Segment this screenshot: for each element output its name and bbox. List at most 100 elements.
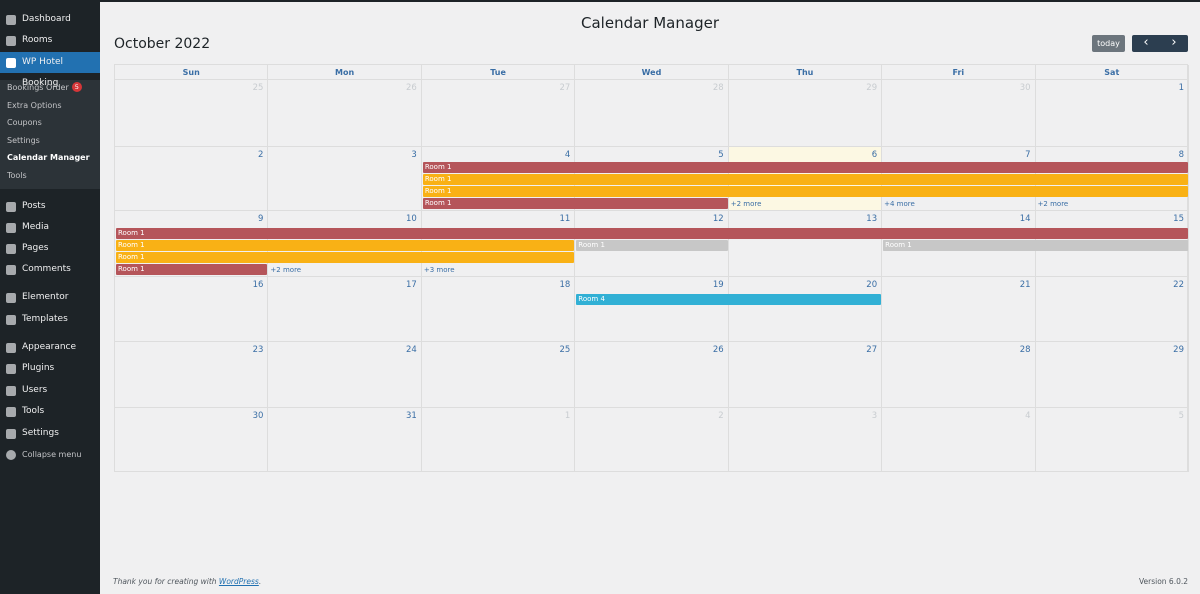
day-cell[interactable]: 3 (728, 408, 883, 472)
day-cell[interactable]: 20 (728, 277, 883, 342)
menu-item[interactable]: Templates (0, 309, 100, 330)
event[interactable]: Room 1 (422, 186, 1188, 197)
menu-icon (6, 386, 16, 396)
day-cell[interactable]: 21 (882, 277, 1036, 342)
day-cell[interactable]: 5 (1035, 408, 1189, 472)
event[interactable]: Room 1 (116, 228, 1188, 239)
menu-item[interactable]: Plugins (0, 358, 100, 379)
more-link[interactable]: +3 more (423, 266, 455, 274)
day-cell[interactable]: 1 (421, 408, 576, 472)
menu-item[interactable]: Elementor (0, 287, 100, 308)
day-cell[interactable]: 30 (882, 80, 1036, 147)
day-cell[interactable]: 26 (268, 80, 422, 147)
day-cell[interactable]: 3 (268, 147, 422, 211)
menu-item[interactable]: Comments (0, 259, 100, 280)
day-number: 7 (1025, 150, 1031, 160)
day-number: 31 (406, 411, 417, 421)
event[interactable]: Room 1 (422, 174, 1188, 185)
event[interactable]: Room 1 (116, 252, 575, 263)
next-button[interactable]: › (1160, 35, 1188, 52)
weekday-header: Fri (882, 65, 1036, 80)
day-cell[interactable]: 26 (575, 342, 729, 408)
day-number: 24 (406, 345, 417, 355)
day-cell[interactable]: 17 (268, 277, 422, 342)
more-link[interactable]: +2 more (730, 200, 762, 208)
submenu-item[interactable]: Tools (7, 167, 27, 184)
day-cell[interactable]: 18 (421, 277, 576, 342)
submenu-item[interactable]: Bookings Order 5 (7, 79, 82, 96)
menu-item[interactable]: Settings (0, 423, 100, 444)
day-cell[interactable]: 28 (575, 80, 729, 147)
submenu-label: Calendar Manager (7, 153, 90, 163)
day-cell[interactable]: 15 (1035, 211, 1189, 277)
day-number: 2 (258, 150, 264, 160)
day-cell[interactable]: 13 (728, 211, 883, 277)
event[interactable]: Room 4 (576, 294, 882, 305)
wordpress-link[interactable]: WordPress (218, 577, 259, 586)
day-cell[interactable]: 27 (728, 342, 883, 408)
day-cell[interactable]: 29 (1035, 342, 1189, 408)
day-cell[interactable]: 22 (1035, 277, 1189, 342)
day-number: 17 (406, 280, 417, 290)
event[interactable]: Room 1 (883, 240, 1188, 251)
day-cell[interactable]: 31 (268, 408, 422, 472)
more-link[interactable]: +2 more (270, 266, 302, 274)
submenu-item[interactable]: Calendar Manager (7, 149, 90, 166)
event[interactable]: Room 1 (576, 240, 728, 251)
day-number: 23 (252, 345, 264, 355)
more-link[interactable]: +2 more (1037, 200, 1069, 208)
day-number: 4 (1025, 411, 1031, 421)
collapse-menu[interactable]: Collapse menu (0, 444, 100, 465)
day-cell[interactable]: 30 (115, 408, 269, 472)
menu-item[interactable]: WP Hotel Booking (0, 52, 100, 88)
day-cell[interactable]: 25 (421, 342, 576, 408)
menu-item[interactable]: Appearance (0, 337, 100, 358)
menu-label: Pages (22, 243, 49, 253)
day-number: 14 (1019, 214, 1031, 224)
day-cell[interactable]: 24 (268, 342, 422, 408)
submenu-item[interactable]: Settings (7, 132, 40, 149)
submenu-item[interactable]: Extra Options (7, 97, 62, 114)
weekday-header: Thu (728, 65, 883, 80)
menu-item[interactable]: Tools (0, 401, 100, 422)
day-cell[interactable]: 16 (115, 277, 269, 342)
menu-item[interactable]: Rooms (0, 30, 100, 51)
day-number: 27 (559, 83, 571, 93)
event[interactable]: Room 1 (422, 162, 1188, 173)
day-number: 30 (1019, 83, 1031, 93)
event[interactable]: Room 1 (422, 198, 728, 209)
menu-icon (6, 58, 16, 68)
menu-item[interactable]: Media (0, 217, 100, 238)
submenu-item[interactable]: Coupons (7, 114, 42, 131)
submenu-label: Coupons (7, 118, 42, 128)
menu-label: Plugins (22, 363, 55, 373)
day-cell[interactable]: 19 (575, 277, 729, 342)
menu-item[interactable]: Posts (0, 196, 100, 217)
footer-version: Version 6.0.2 (1138, 577, 1188, 586)
day-cell[interactable]: 25 (115, 80, 269, 147)
day-cell[interactable]: 4 (882, 408, 1036, 472)
event[interactable]: Room 1 (116, 264, 268, 275)
day-number: 1 (564, 411, 571, 421)
page-title: Calendar Manager (581, 14, 719, 32)
menu-item[interactable]: Users (0, 380, 100, 401)
day-cell[interactable]: 28 (882, 342, 1036, 408)
day-cell[interactable]: 27 (421, 80, 576, 147)
day-number: 15 (1173, 214, 1184, 224)
today-button[interactable]: today (1092, 35, 1125, 52)
day-cell[interactable]: 12 (575, 211, 729, 277)
more-link[interactable]: +4 more (884, 200, 915, 208)
day-cell[interactable]: 8 (1035, 147, 1189, 211)
footer-period: . (258, 577, 262, 586)
day-cell[interactable]: 2 (575, 408, 729, 472)
day-number: 26 (406, 83, 417, 93)
menu-item[interactable]: Dashboard (0, 9, 100, 30)
day-cell[interactable]: 2 (115, 147, 269, 211)
menu-item[interactable]: Pages (0, 238, 100, 259)
day-cell[interactable]: 1 (1035, 80, 1189, 147)
prev-button[interactable]: ‹ (1132, 35, 1160, 52)
event[interactable]: Room 1 (116, 240, 575, 251)
day-cell[interactable]: 11 (421, 211, 576, 277)
day-cell[interactable]: 23 (115, 342, 269, 408)
day-cell[interactable]: 29 (728, 80, 883, 147)
